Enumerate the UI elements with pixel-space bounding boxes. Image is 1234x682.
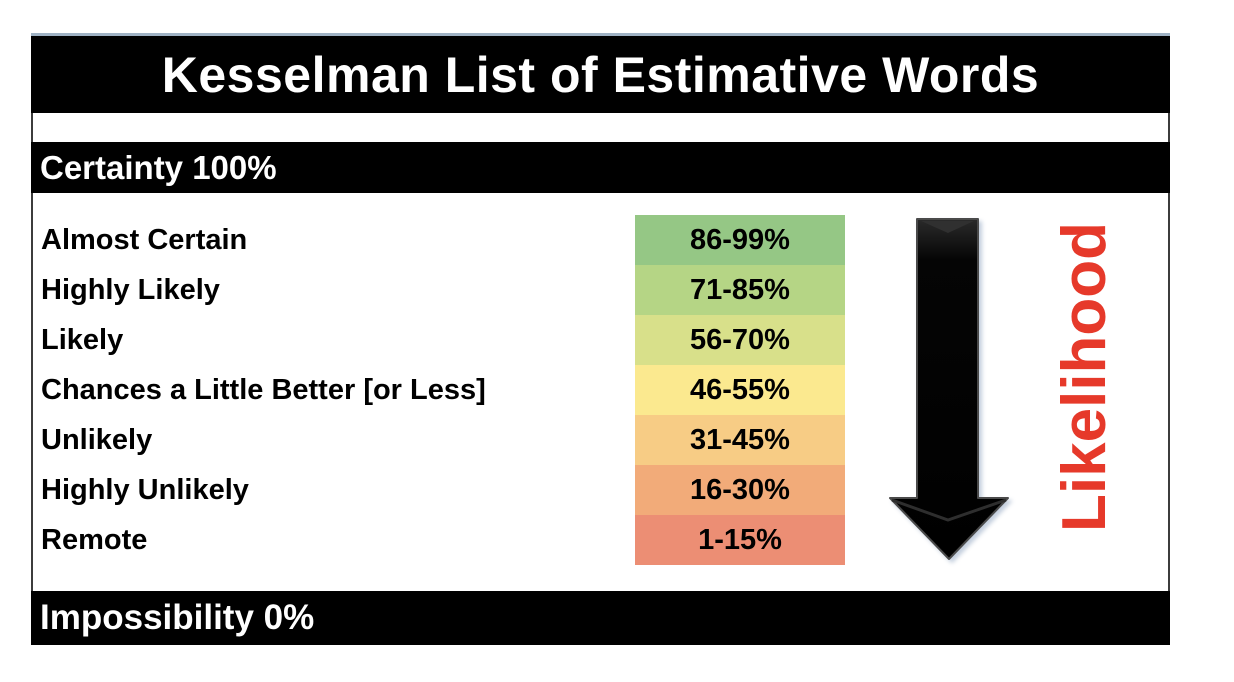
impossibility-label: Impossibility 0% <box>40 598 315 637</box>
estimative-word: Remote <box>41 523 148 556</box>
title-bar: Kesselman List of Estimative Words <box>31 33 1170 113</box>
table-row: Remote 1-15% <box>33 515 845 565</box>
probability-range-cell: 46-55% <box>635 365 845 415</box>
estimative-word: Almost Certain <box>41 223 248 256</box>
estimative-word: Likely <box>41 323 124 356</box>
probability-range-cell: 86-99% <box>635 215 845 265</box>
probability-range-cell: 71-85% <box>635 265 845 315</box>
page-title: Kesselman List of Estimative Words <box>161 46 1040 103</box>
rows-list: Almost Certain 86-99% Highly Likely 71-8… <box>33 215 845 565</box>
estimative-word: Highly Unlikely <box>41 473 249 506</box>
table-row: Highly Unlikely 16-30% <box>33 465 845 515</box>
probability-range-cell: 56-70% <box>635 315 845 365</box>
estimative-words-table: Kesselman List of Estimative Words Certa… <box>31 33 1170 645</box>
table-row: Unlikely 31-45% <box>33 415 845 465</box>
probability-range-cell: 1-15% <box>635 515 845 565</box>
table-row: Highly Likely 71-85% <box>33 265 845 315</box>
probability-range-cell: 31-45% <box>635 415 845 465</box>
table-row: Likely 56-70% <box>33 315 845 365</box>
certainty-bar: Certainty 100% <box>31 142 1170 193</box>
probability-range-cell: 16-30% <box>635 465 845 515</box>
title-gap <box>31 113 1170 142</box>
certainty-label: Certainty 100% <box>40 148 277 186</box>
table-row: Chances a Little Better [or Less] 46-55% <box>33 365 845 415</box>
table-body: Almost Certain 86-99% Highly Likely 71-8… <box>31 193 1170 591</box>
impossibility-bar: Impossibility 0% <box>31 591 1170 645</box>
estimative-word: Unlikely <box>41 423 153 456</box>
estimative-word: Chances a Little Better [or Less] <box>41 373 486 406</box>
down-arrow-icon <box>888 217 1010 562</box>
estimative-word: Highly Likely <box>41 273 220 306</box>
table-row: Almost Certain 86-99% <box>33 215 845 265</box>
likelihood-axis-label: Likelihood <box>1050 222 1119 532</box>
